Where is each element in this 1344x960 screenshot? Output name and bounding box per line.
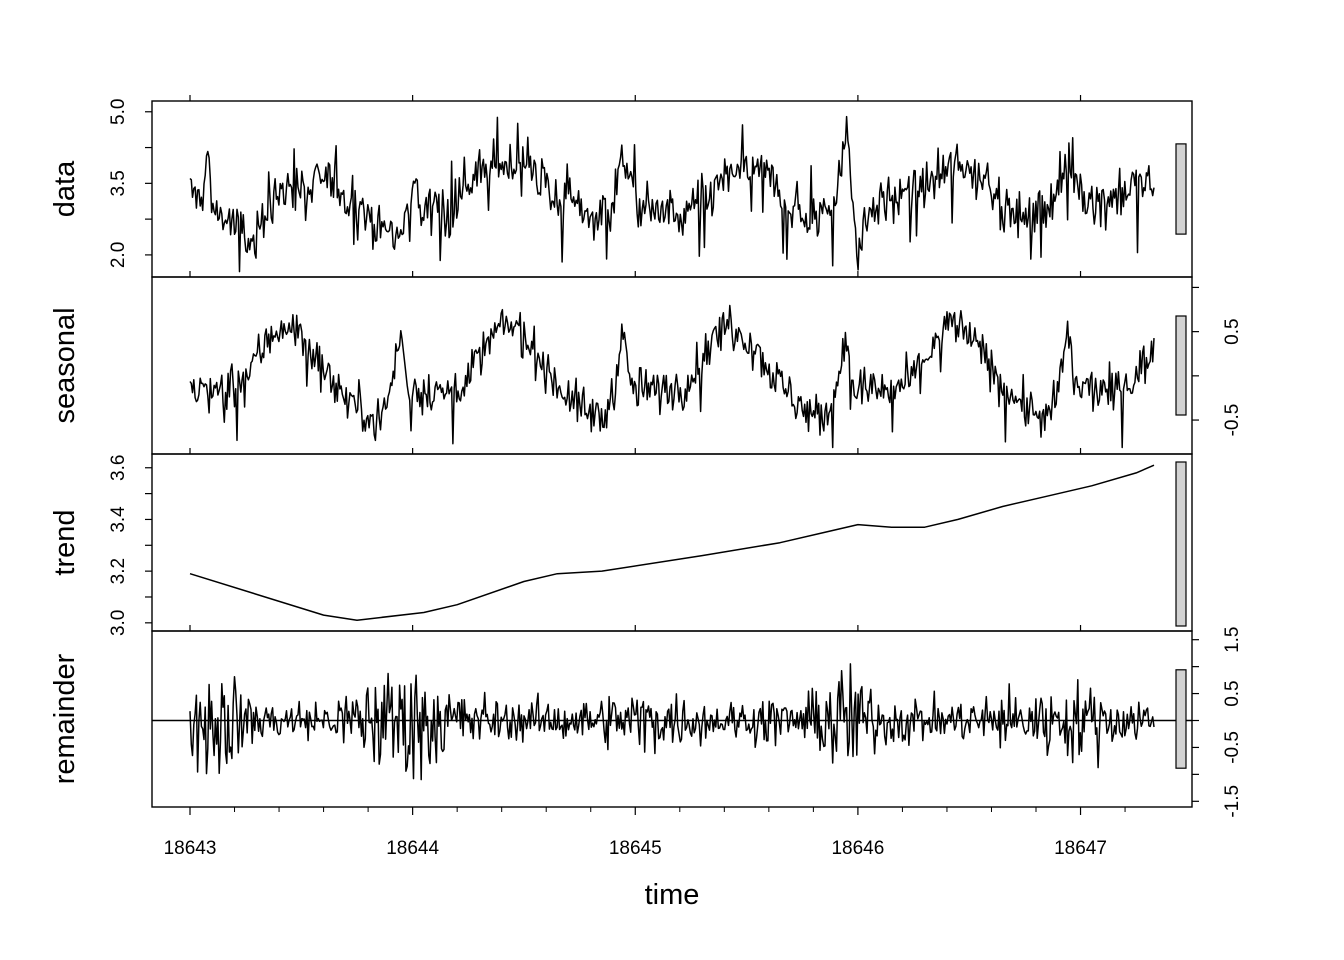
trend-y-tick-label: 3.2 [108, 558, 129, 584]
data-y-tick-label: 5.0 [108, 99, 129, 125]
trend-y-tick-label: 3.0 [108, 610, 129, 636]
trend-series-line [189, 464, 1155, 621]
x-axis: 18643 18644 18645 18646 18647 [164, 95, 1126, 859]
remainder-panel-label: remainder [49, 653, 81, 784]
trend-panel-frame [151, 453, 1193, 632]
data-range-bar [1175, 143, 1187, 235]
seasonal-y-tick-label: 0.5 [1222, 318, 1243, 344]
trend-range-bar [1175, 461, 1187, 627]
panel-seasonal: 0.5 -0.5 seasonal [49, 276, 1243, 455]
trend-panel-label: trend [49, 509, 81, 575]
remainder-range-bar [1175, 669, 1187, 769]
x-tick-label: 18645 [609, 838, 662, 859]
remainder-panel-frame [151, 630, 1193, 808]
x-tick-label: 18643 [164, 838, 217, 859]
data-y-tick-label: 3.5 [108, 170, 129, 196]
seasonal-range-bar [1175, 315, 1187, 416]
data-y-tick-label: 2.0 [108, 242, 129, 268]
remainder-y-tick-label: -0.5 [1222, 731, 1243, 764]
trend-y-tick-label: 3.6 [108, 455, 129, 481]
data-series-line [189, 115, 1155, 273]
data-panel-label: data [49, 160, 81, 217]
remainder-y-tick-label: 0.5 [1222, 680, 1243, 706]
remainder-y-tick-label: -1.5 [1222, 785, 1243, 818]
trend-y-tick-label: 3.4 [108, 506, 129, 533]
seasonal-panel-label: seasonal [49, 307, 81, 423]
panel-data: 2.0 3.5 5.0 data [49, 99, 1193, 278]
x-tick-label: 18644 [386, 838, 439, 859]
remainder-series-line [189, 663, 1155, 781]
x-tick-label: 18647 [1054, 838, 1107, 859]
panel-trend: 3.0 3.2 3.4 3.6 trend [49, 453, 1193, 636]
seasonal-series-line [189, 304, 1155, 449]
seasonal-y-tick-label: -0.5 [1222, 404, 1243, 437]
remainder-y-tick-label: 1.5 [1222, 626, 1243, 652]
x-tick-label: 18646 [831, 838, 884, 859]
panel-remainder: 1.5 0.5 -0.5 -1.5 remainder [49, 626, 1243, 817]
x-axis-title: time [645, 879, 700, 911]
